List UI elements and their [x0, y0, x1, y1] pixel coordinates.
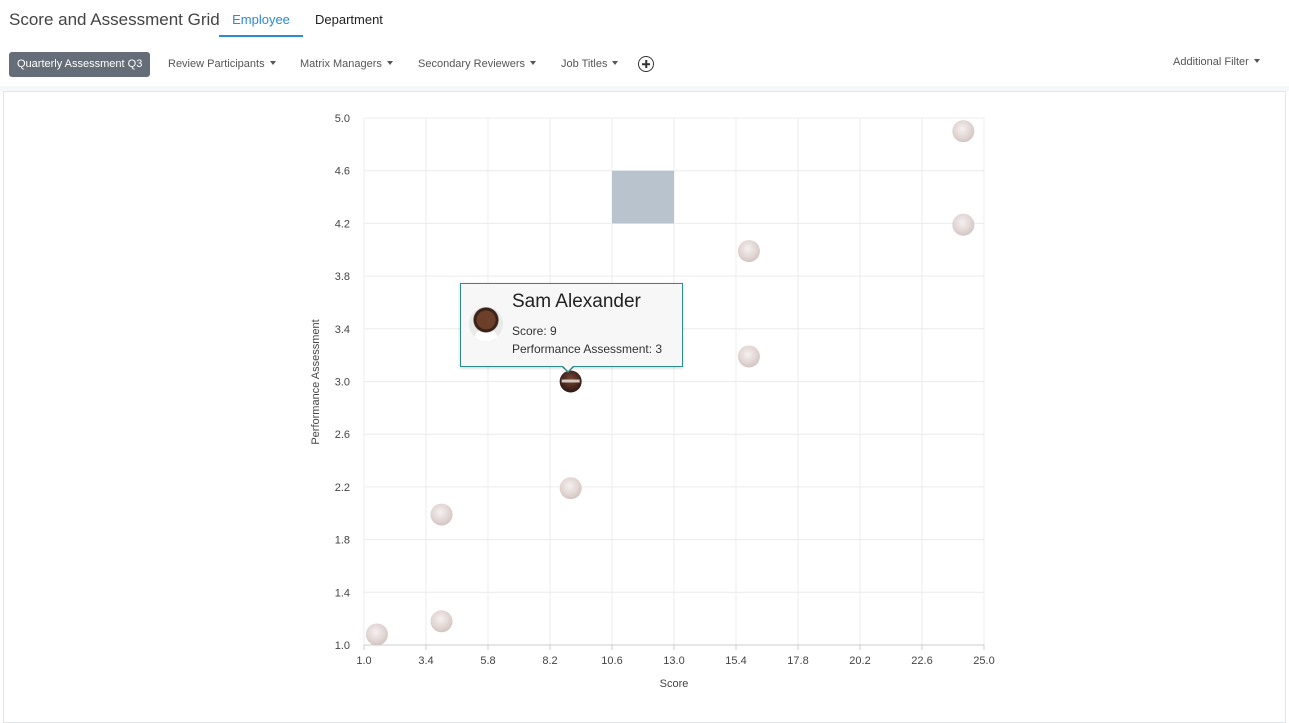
- y-tick-label: 4.2: [335, 218, 350, 230]
- x-tick-label: 15.4: [725, 655, 746, 667]
- employee-tooltip: Sam Alexander Score: 9 Performance Asses…: [460, 283, 683, 367]
- x-tick-label: 22.6: [911, 655, 932, 667]
- x-tick-label: 20.2: [849, 655, 870, 667]
- caret-down-icon: [612, 61, 619, 66]
- employee-point: [365, 623, 388, 646]
- caret-down-icon: [530, 61, 536, 66]
- employee-assessment: Performance Assessment: 3: [512, 342, 663, 356]
- caret-down-icon: [386, 61, 393, 66]
- x-tick-label: 3.4: [418, 655, 433, 667]
- employee-point: [430, 610, 453, 633]
- review-participants-label: Review Participants: [168, 58, 265, 70]
- y-tick-label: 4.6: [335, 166, 350, 178]
- x-tick-label: 8.2: [542, 655, 557, 667]
- x-tick-label: 17.8: [787, 655, 808, 667]
- employee-score: Score: 9: [512, 324, 557, 338]
- x-axis-label: Score: [660, 678, 689, 690]
- y-tick-label: 3.8: [335, 271, 350, 283]
- review-participants-dropdown[interactable]: Review Participants: [168, 58, 276, 70]
- scatter-chart: 1.0 3.4 5.8 8.2 10.6 13.0 15.4 17.8 20.2 22.6 25.0…: [310, 113, 995, 690]
- panel-divider: [0, 86, 1289, 91]
- y-tick-label: 1.0: [335, 640, 350, 652]
- employee-point: [952, 213, 975, 236]
- employee-point: [737, 345, 760, 368]
- employee-name: Sam Alexander: [512, 291, 641, 312]
- additional-filter-label: Additional Filter: [1173, 56, 1249, 68]
- job-titles-label: Job Titles: [561, 58, 608, 70]
- y-axis-label: Performance Assessment: [310, 319, 322, 444]
- tab-department[interactable]: Department: [315, 12, 383, 27]
- highlighted-grid-cell: [612, 170, 674, 224]
- page-title: Score and Assessment Grid: [9, 10, 220, 29]
- caret-down-icon: [1253, 59, 1260, 64]
- employee-point-smile: [561, 379, 580, 383]
- assessment-period-chip[interactable]: Quarterly Assessment Q3: [9, 52, 151, 77]
- filter-bar: Quarterly Assessment Q3 Review Participa…: [0, 50, 1289, 80]
- y-tick-label: 3.4: [335, 324, 350, 336]
- y-tick-label: 2.2: [335, 482, 350, 494]
- y-tick-label: 3.0: [335, 377, 350, 389]
- employee-avatar: [469, 307, 503, 341]
- secondary-reviewers-label: Secondary Reviewers: [418, 58, 525, 70]
- employee-point: [559, 477, 582, 500]
- app-header: Score and Assessment Grid Employee Depar…: [0, 0, 1289, 40]
- employee-point: [430, 503, 453, 526]
- x-tick-label: 5.8: [480, 655, 495, 667]
- tab-employee[interactable]: Employee: [232, 12, 290, 27]
- x-tick-label: 13.0: [663, 655, 684, 667]
- additional-filter-dropdown[interactable]: Additional Filter: [1173, 56, 1260, 68]
- y-tick-label: 1.8: [335, 535, 350, 547]
- tooltip-arrow-fill: [562, 365, 574, 371]
- x-tick-label: 25.0: [973, 655, 994, 667]
- y-tick-label: 5.0: [335, 113, 350, 125]
- add-filter-plus-icon[interactable]: [638, 56, 654, 72]
- employee-point: [737, 240, 760, 263]
- matrix-managers-dropdown[interactable]: Matrix Managers: [300, 58, 393, 70]
- y-tick-label: 2.6: [335, 429, 350, 441]
- job-titles-dropdown[interactable]: Job Titles: [561, 58, 619, 70]
- active-tab-indicator: [219, 35, 303, 37]
- employee-point: [952, 120, 975, 143]
- matrix-managers-label: Matrix Managers: [300, 58, 382, 70]
- x-tick-label: 1.0: [356, 655, 371, 667]
- y-tick-label: 1.4: [335, 587, 350, 599]
- x-tick-label: 10.6: [601, 655, 622, 667]
- secondary-reviewers-dropdown[interactable]: Secondary Reviewers: [418, 58, 536, 70]
- caret-down-icon: [269, 61, 276, 66]
